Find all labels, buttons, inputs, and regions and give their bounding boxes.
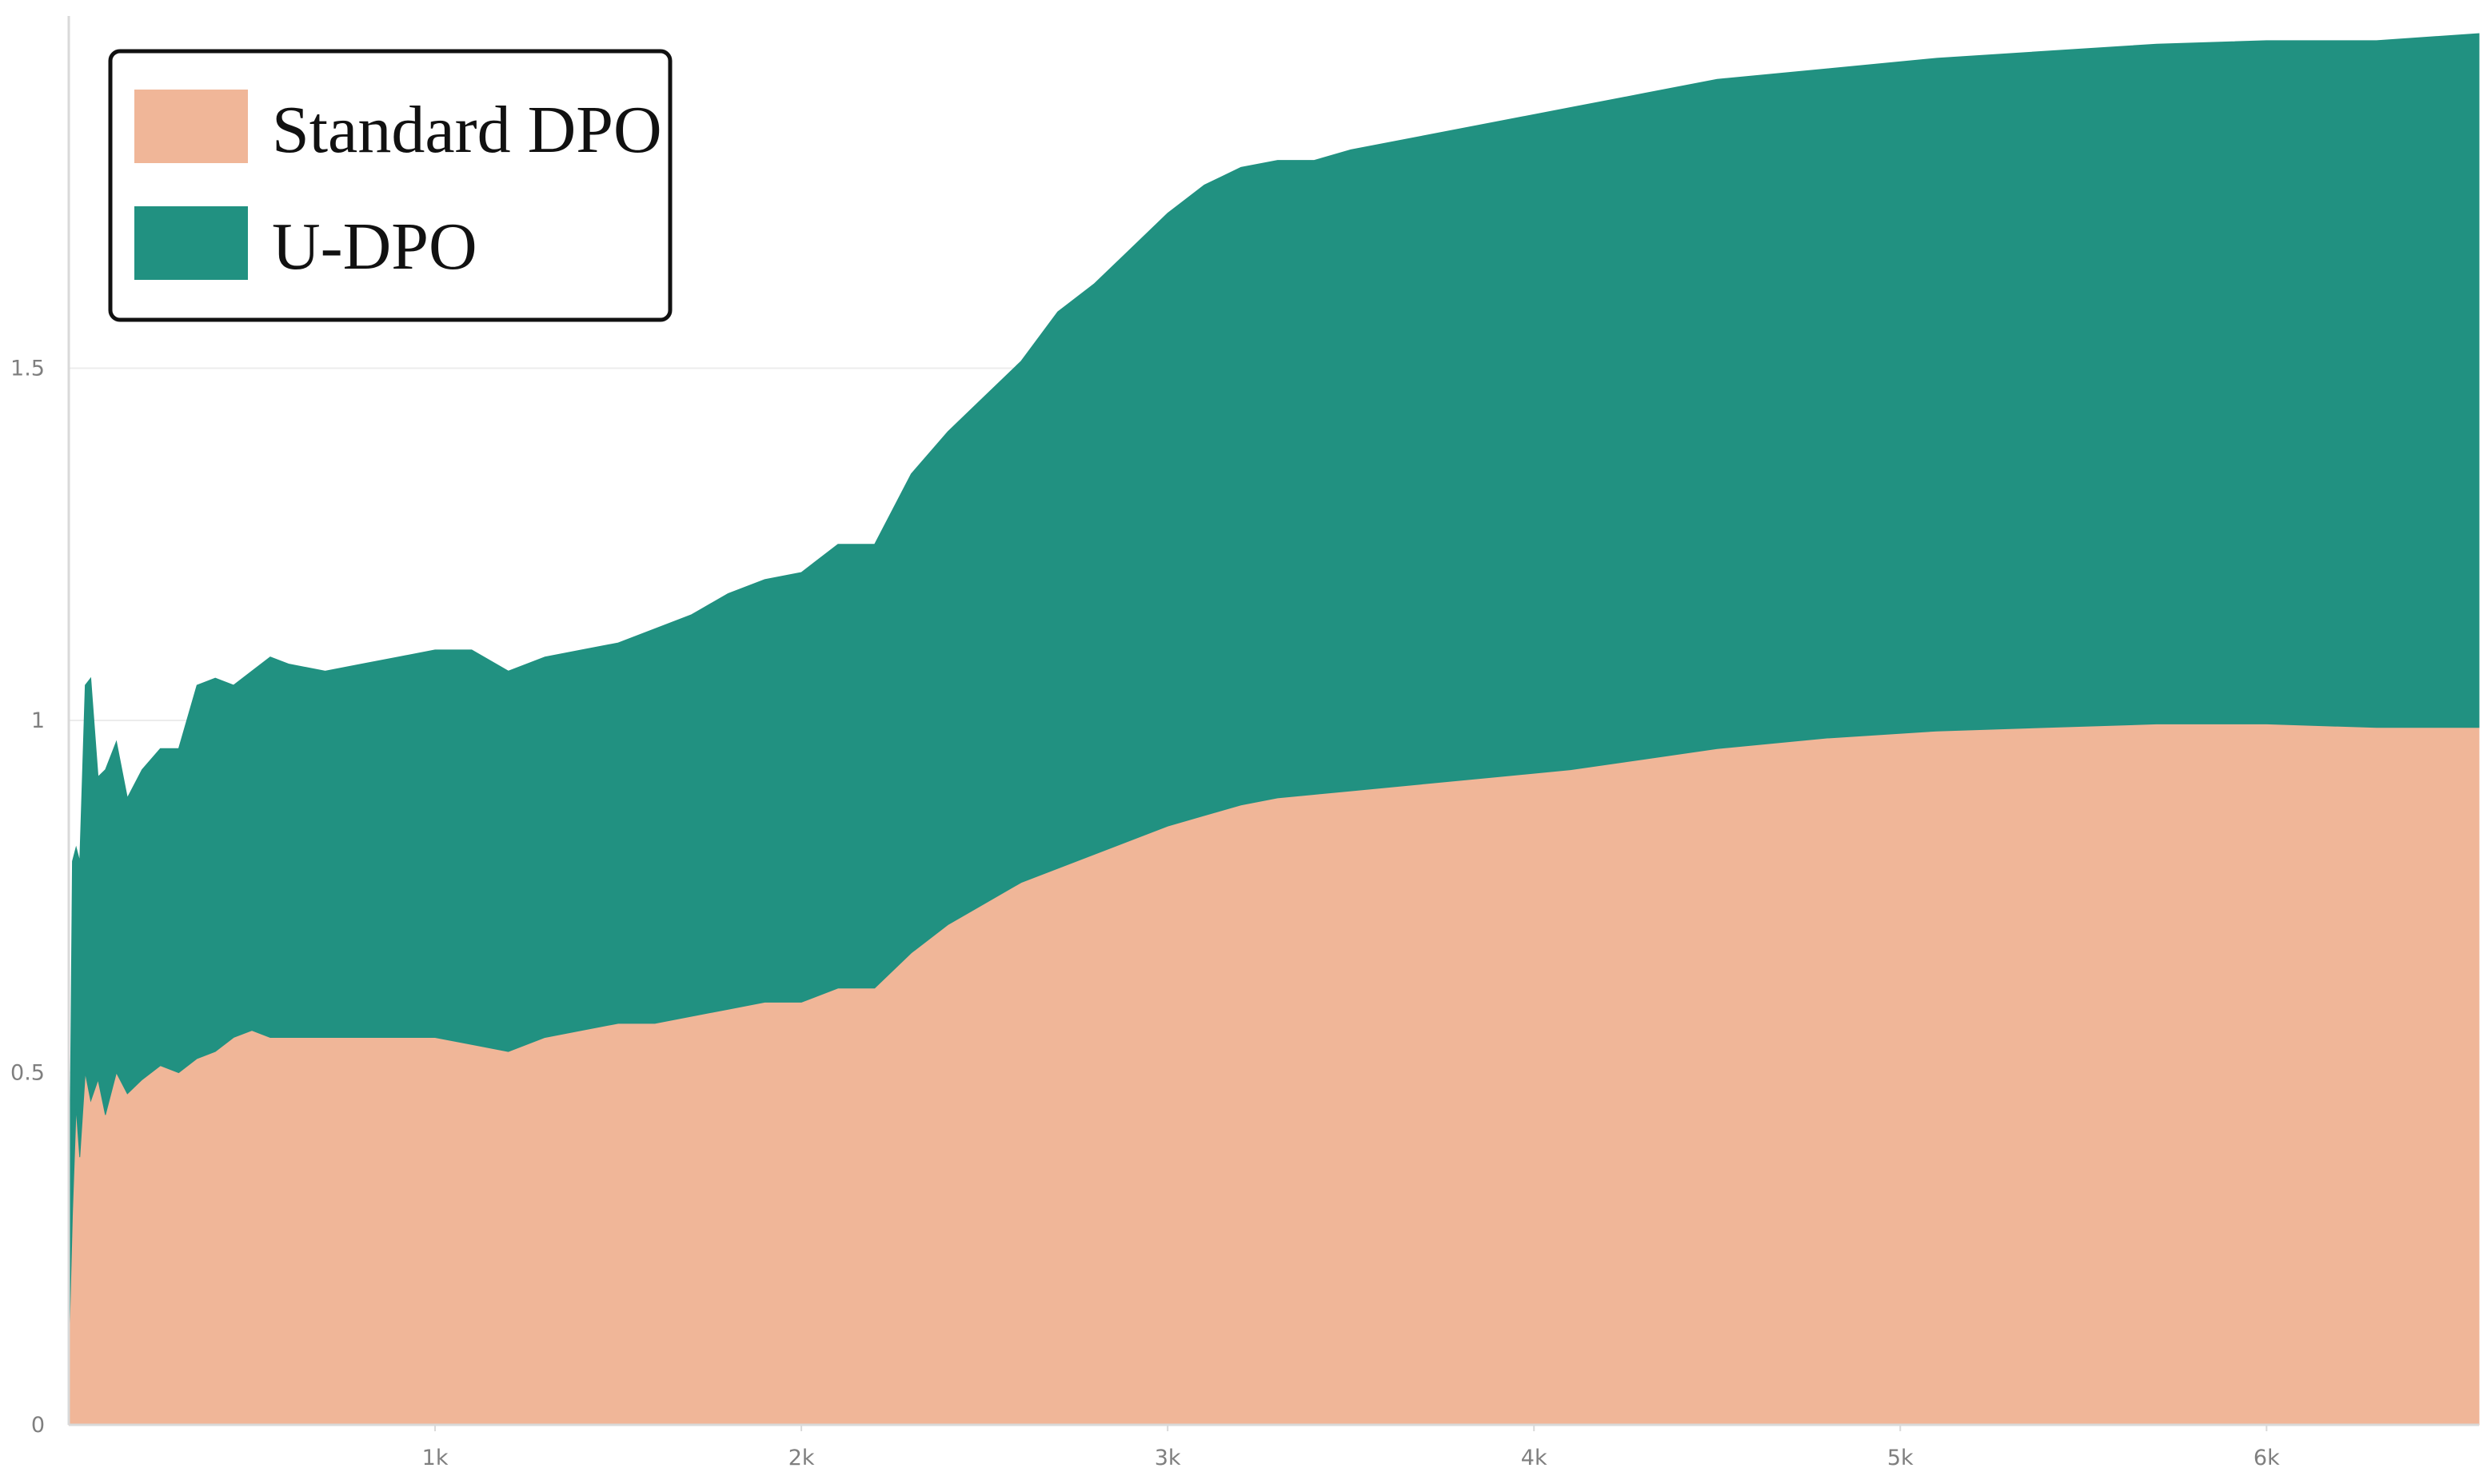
x-tick-label: 6k [2253, 1446, 2280, 1470]
y-tick-label: 1.5 [10, 357, 45, 381]
x-tick-label: 4k [1521, 1446, 1547, 1470]
x-tick-label: 2k [788, 1446, 815, 1470]
y-tick-label: 0 [31, 1413, 45, 1438]
legend: Standard DPO U-DPO [108, 49, 673, 322]
x-tick-labels: 1k 2k 3k 4k 5k 6k [422, 1425, 2280, 1470]
y-tick-labels: 0 0.5 1 1.5 [10, 357, 45, 1438]
legend-swatch-standard-dpo [134, 90, 248, 163]
x-tick-label: 1k [422, 1446, 449, 1470]
legend-swatch-u-dpo [134, 206, 248, 280]
y-tick-label: 0.5 [10, 1061, 45, 1086]
legend-label-standard-dpo: Standard DPO [272, 93, 662, 167]
y-tick-label: 1 [31, 708, 45, 733]
axes [67, 16, 2479, 1426]
x-tick-label: 3k [1155, 1446, 1181, 1470]
legend-box [108, 49, 673, 322]
legend-label-u-dpo: U-DPO [272, 209, 477, 284]
area-series-u-dpo [68, 33, 2480, 1354]
x-tick-label: 5k [1887, 1446, 1914, 1470]
